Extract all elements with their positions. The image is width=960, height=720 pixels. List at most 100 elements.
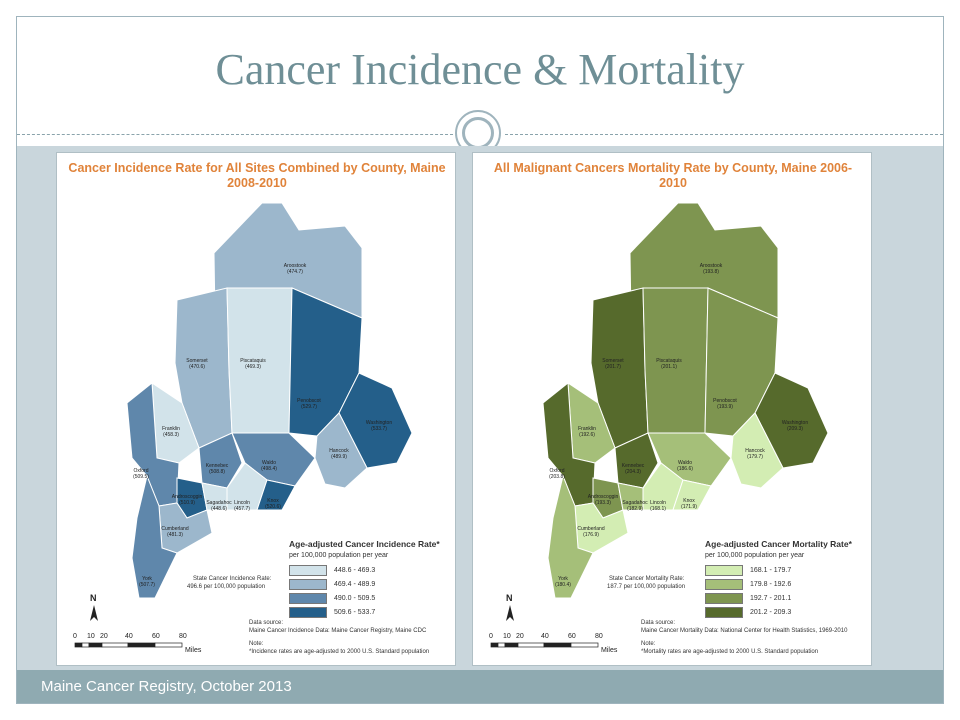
scale-tick-label: 40 xyxy=(541,633,549,640)
county-label-kennebec: Kennebec (204.3) xyxy=(611,463,655,475)
north-arrow-label: N xyxy=(506,593,513,603)
county-value: (186.6) xyxy=(677,466,693,472)
legend-range: 509.6 - 533.7 xyxy=(334,609,376,616)
county-value: (529.7) xyxy=(301,404,317,410)
legend-range: 490.0 - 509.5 xyxy=(334,595,376,602)
county-label-somerset: Somerset (201.7) xyxy=(591,358,635,370)
incidence-legend-item: 448.6 - 469.3 xyxy=(289,565,409,576)
county-label-sagadahoc: Sagadahoc (182.9) xyxy=(613,500,657,512)
slide-title: Cancer Incidence & Mortality xyxy=(215,45,745,94)
county-name: Lincoln xyxy=(234,500,250,506)
mortality-data-source-label: Data source: xyxy=(641,620,676,626)
county-value: (474.7) xyxy=(287,269,303,275)
county-label-cumberland: Cumberland (176.9) xyxy=(569,526,613,538)
scale-tick-label: 10 xyxy=(87,633,95,640)
scale-tick-label: 60 xyxy=(568,633,576,640)
county-value: (193.8) xyxy=(703,269,719,275)
scale-bar-segment xyxy=(101,642,129,648)
legend-range: 201.2 - 209.3 xyxy=(750,609,792,616)
county-value: (469.3) xyxy=(245,364,261,370)
incidence-note: *Incidence rates are age-adjusted to 200… xyxy=(249,649,430,655)
county-name: Washington xyxy=(781,420,809,426)
county-label-waldo: Waldo (498.4) xyxy=(247,460,291,472)
title-rule-left xyxy=(17,134,453,135)
county-label-aroostook: Aroostook (474.7) xyxy=(273,263,317,275)
county-kennebec xyxy=(198,432,243,489)
slide-footer: Maine Cancer Registry, October 2013 xyxy=(17,670,943,703)
scale-bar-segment xyxy=(504,642,519,648)
scale-unit: Miles xyxy=(185,647,202,654)
county-value: (498.4) xyxy=(261,466,277,472)
slide-frame xyxy=(16,16,944,704)
county-value: (201.1) xyxy=(661,364,677,370)
county-value: (168.1) xyxy=(650,506,666,512)
county-value: (457.7) xyxy=(234,506,250,512)
mortality-legend-item: 192.7 - 201.1 xyxy=(705,593,825,604)
scale-tick-label: 0 xyxy=(489,633,493,640)
county-value: (470.6) xyxy=(189,364,205,370)
legend-swatch xyxy=(705,579,743,590)
legend-swatch xyxy=(289,565,327,576)
county-value: (204.3) xyxy=(625,469,641,475)
county-york xyxy=(547,474,594,599)
county-label-aroostook: Aroostook (193.8) xyxy=(689,263,733,275)
county-label-piscataquis: Piscataquis (469.3) xyxy=(231,358,275,370)
mortality-map-panel: All Malignant Cancers Mortality Rate by … xyxy=(472,152,872,666)
county-value: (203.8) xyxy=(549,474,565,480)
county-name: Knox xyxy=(267,498,279,504)
county-name: Kennebec xyxy=(621,463,645,469)
county-label-knox: Knox (520.6) xyxy=(251,498,295,510)
north-arrow-icon xyxy=(506,605,514,621)
county-label-york: York (507.7) xyxy=(125,576,169,588)
county-label-penobscot: Penobscot (193.9) xyxy=(703,398,747,410)
county-value: (448.6) xyxy=(211,506,227,512)
scale-unit: Miles xyxy=(601,647,618,654)
scale-bar-segment xyxy=(154,642,183,648)
county-value: (509.5) xyxy=(133,474,149,480)
county-name: Aroostook xyxy=(699,263,723,269)
county-name: Penobscot xyxy=(297,398,321,404)
mortality-legend-title: Age-adjusted Cancer Mortality Rate* xyxy=(705,539,852,549)
county-name: Somerset xyxy=(186,358,208,364)
incidence-state-rate-label: State Cancer Incidence Rate: xyxy=(193,576,272,582)
county-name: Lincoln xyxy=(650,500,666,506)
county-value: (179.7) xyxy=(747,454,763,460)
scale-tick-label: 60 xyxy=(152,633,160,640)
mortality-state-rate-value: 187.7 per 100,000 population xyxy=(607,584,686,590)
county-label-lincoln: Lincoln (168.1) xyxy=(636,500,680,512)
mortality-legend-item: 201.2 - 209.3 xyxy=(705,607,825,618)
county-value: (508.8) xyxy=(209,469,225,475)
scale-bar-segment xyxy=(543,642,572,648)
mortality-note-label: Note: xyxy=(641,641,656,647)
county-label-androscoggin: Androscoggin (193.3) xyxy=(581,494,625,506)
scale-tick-label: 0 xyxy=(73,633,77,640)
title-rule-right xyxy=(505,134,943,135)
legend-swatch xyxy=(289,579,327,590)
legend-range: 469.4 - 489.9 xyxy=(334,581,376,588)
county-label-washington: Washington (209.3) xyxy=(773,420,817,432)
scale-bar-segment xyxy=(74,642,83,648)
legend-range: 168.1 - 179.7 xyxy=(750,567,792,574)
legend-swatch xyxy=(289,593,327,604)
mortality-legend-item: 179.8 - 192.6 xyxy=(705,579,825,590)
incidence-legend-item: 469.4 - 489.9 xyxy=(289,579,409,590)
mortality-note: *Mortality rates are age-adjusted to 200… xyxy=(641,649,819,655)
north-arrow-icon xyxy=(90,605,98,621)
county-value: (458.3) xyxy=(163,432,179,438)
county-label-washington: Washington (533.7) xyxy=(357,420,401,432)
county-label-piscataquis: Piscataquis (201.1) xyxy=(647,358,691,370)
county-name: Sagadahoc xyxy=(622,500,648,506)
county-name: Sagadahoc xyxy=(206,500,232,506)
county-value: (171.9) xyxy=(681,504,697,510)
county-label-androscoggin: Androscoggin (510.9) xyxy=(165,494,209,506)
legend-swatch xyxy=(705,565,743,576)
county-name: Cumberland xyxy=(161,526,189,532)
county-value: (180.4) xyxy=(555,582,571,588)
scale-tick-label: 20 xyxy=(516,633,524,640)
county-name: Androscoggin xyxy=(171,494,203,500)
county-value: (193.3) xyxy=(595,500,611,506)
mortality-map xyxy=(490,202,829,648)
county-value: (209.3) xyxy=(787,426,803,432)
county-name: Penobscot xyxy=(713,398,737,404)
county-value: (192.6) xyxy=(579,432,595,438)
